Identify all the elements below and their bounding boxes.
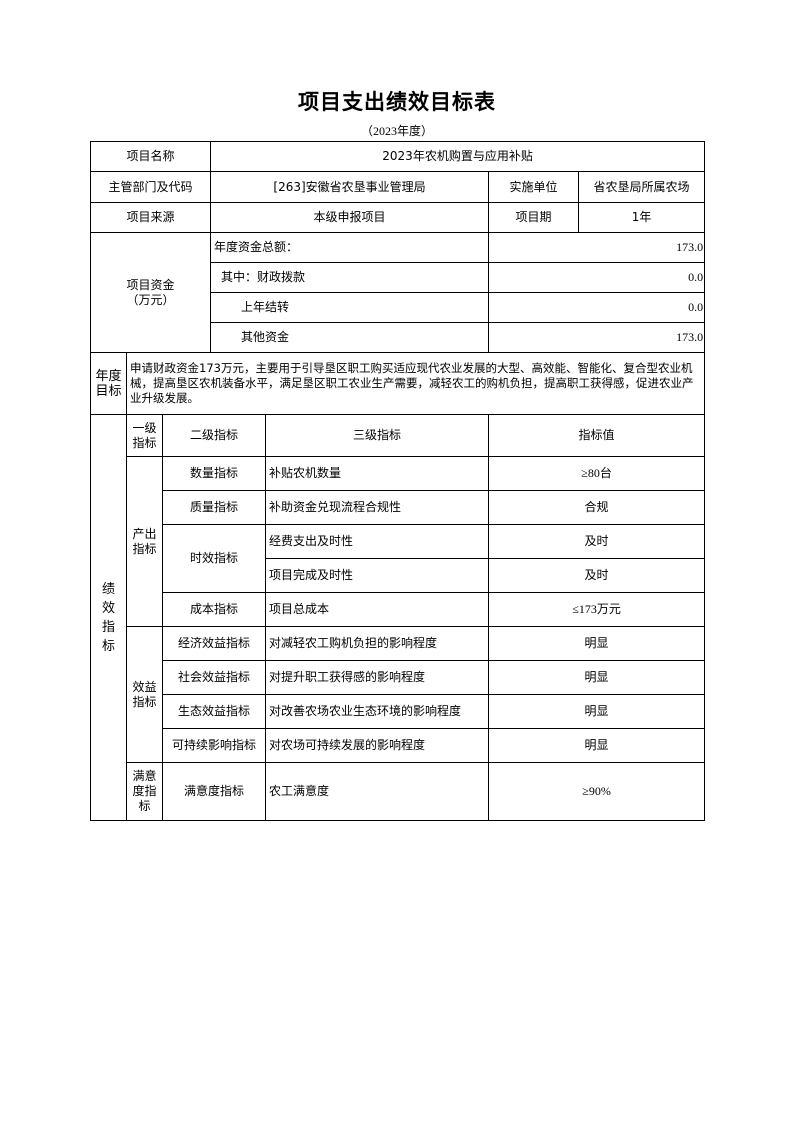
indicator-value: ≥90% bbox=[488, 762, 706, 821]
level3: 农工满意度 bbox=[265, 762, 490, 821]
dept-label: 主管部门及代码 bbox=[89, 171, 212, 203]
header-level1: 一级指标 bbox=[126, 414, 163, 457]
level3: 项目完成及时性 bbox=[265, 558, 490, 593]
dept-value: [263]安徽省农垦事业管理局 bbox=[210, 171, 490, 203]
funds-label: 项目资金 （万元） bbox=[89, 232, 212, 353]
funds-label-line2: （万元） bbox=[126, 292, 175, 307]
impl-label: 实施单位 bbox=[488, 171, 580, 203]
level1-output: 产出指标 bbox=[126, 456, 163, 627]
indicator-value: ≤173万元 bbox=[488, 592, 706, 627]
source-value: 本级申报项目 bbox=[210, 202, 490, 233]
funds-row-label: 其他资金 bbox=[210, 322, 490, 353]
goal-text: 申请财政资金173万元，主要用于引导垦区职工购买适应现代农业发展的大型、高效能、… bbox=[125, 352, 706, 415]
indicator-value: 及时 bbox=[488, 524, 706, 559]
indicator-value: 明显 bbox=[488, 694, 706, 729]
level3: 对减轻农工购机负担的影响程度 bbox=[265, 626, 490, 661]
level1-benefit: 效益指标 bbox=[126, 626, 163, 763]
indicator-value: 明显 bbox=[488, 626, 706, 661]
header-level3: 三级指标 bbox=[265, 414, 490, 457]
section-char: 标 bbox=[101, 638, 115, 654]
level3: 经费支出及时性 bbox=[265, 524, 490, 559]
level3: 对提升职工获得感的影响程度 bbox=[265, 660, 490, 695]
project-name-value: 2023年农机购置与应用补贴 bbox=[210, 141, 706, 172]
level2: 时效指标 bbox=[161, 524, 267, 593]
funds-row-value: 173.0 bbox=[488, 322, 706, 353]
funds-row-label: 其中：财政拨款 bbox=[210, 262, 490, 293]
indicator-value: 及时 bbox=[488, 558, 706, 593]
goal-label-line1: 年度 bbox=[95, 368, 122, 384]
goal-label: 年度 目标 bbox=[90, 352, 127, 415]
period-label: 项目期 bbox=[488, 202, 580, 233]
header-value: 指标值 bbox=[488, 414, 706, 457]
goal-label-line2: 目标 bbox=[95, 383, 122, 399]
period-value: 1年 bbox=[578, 202, 706, 233]
level2: 成本指标 bbox=[161, 592, 267, 627]
level2: 质量指标 bbox=[161, 490, 267, 525]
level3: 对农场可持续发展的影响程度 bbox=[265, 728, 490, 763]
source-label: 项目来源 bbox=[89, 202, 212, 233]
level3: 对改善农场农业生态环境的影响程度 bbox=[265, 694, 490, 729]
level2: 生态效益指标 bbox=[161, 694, 267, 729]
level3: 补助资金兑现流程合规性 bbox=[265, 490, 490, 525]
section-char: 指 bbox=[101, 619, 115, 635]
impl-value: 省农垦局所属农场 bbox=[578, 171, 706, 203]
project-name-label: 项目名称 bbox=[89, 141, 212, 172]
indicators-section-label: 绩效指标 bbox=[90, 414, 127, 821]
level2: 数量指标 bbox=[161, 456, 267, 491]
level2: 满意度指标 bbox=[161, 762, 267, 821]
year-subtitle: （2023年度） bbox=[360, 124, 433, 138]
section-char: 效 bbox=[101, 600, 115, 616]
page-title: 项目支出绩效目标表 bbox=[298, 90, 496, 114]
funds-row-value: 0.0 bbox=[488, 262, 706, 293]
level3: 补贴农机数量 bbox=[265, 456, 490, 491]
level2: 可持续影响指标 bbox=[161, 728, 267, 763]
funds-row-value: 0.0 bbox=[488, 292, 706, 323]
level3: 项目总成本 bbox=[265, 592, 490, 627]
level1-satisfaction: 满意度指标 bbox=[126, 762, 163, 821]
performance-table: 项目名称 2023年农机购置与应用补贴 主管部门及代码 [263]安徽省农垦事业管理… bbox=[89, 141, 706, 821]
indicator-value: ≥80台 bbox=[488, 456, 706, 491]
funds-row-label: 年度资金总额： bbox=[210, 232, 490, 263]
header-level2: 二级指标 bbox=[161, 414, 267, 457]
section-char: 绩 bbox=[101, 581, 115, 597]
indicator-value: 明显 bbox=[488, 728, 706, 763]
funds-row-label: 上年结转 bbox=[210, 292, 490, 323]
indicator-value: 明显 bbox=[488, 660, 706, 695]
funds-row-value: 173.0 bbox=[488, 232, 706, 263]
funds-label-line1: 项目资金 bbox=[126, 277, 175, 292]
level2: 经济效益指标 bbox=[161, 626, 267, 661]
indicator-value: 合规 bbox=[488, 490, 706, 525]
level2: 社会效益指标 bbox=[161, 660, 267, 695]
